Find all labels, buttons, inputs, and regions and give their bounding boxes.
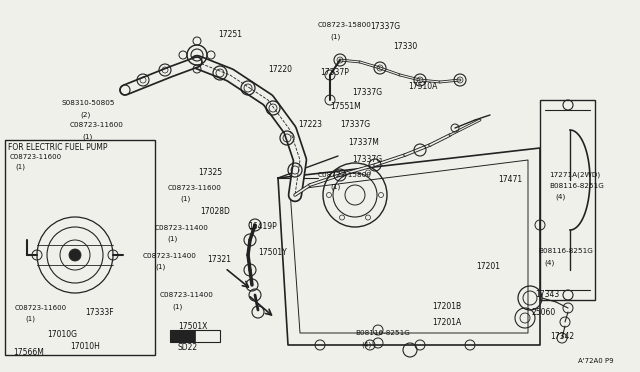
Text: S08310-50805: S08310-50805 xyxy=(62,100,115,106)
Text: (1): (1) xyxy=(15,164,25,170)
Text: 17201B: 17201B xyxy=(432,302,461,311)
Text: (1): (1) xyxy=(167,236,177,243)
Text: (1): (1) xyxy=(330,183,340,189)
Text: 17551M: 17551M xyxy=(330,102,361,111)
Bar xyxy=(170,330,195,342)
Text: 17223: 17223 xyxy=(298,120,322,129)
Text: (1): (1) xyxy=(155,264,165,270)
Text: C08723-15800: C08723-15800 xyxy=(318,172,372,178)
Bar xyxy=(5,140,155,355)
Text: 17337G: 17337G xyxy=(370,22,400,31)
Text: 17321: 17321 xyxy=(207,255,231,264)
Circle shape xyxy=(69,249,81,261)
Text: 17010H: 17010H xyxy=(70,342,100,351)
Text: C08723-11600: C08723-11600 xyxy=(15,305,67,311)
Text: C08723-11600: C08723-11600 xyxy=(70,122,124,128)
Text: 17337G: 17337G xyxy=(352,155,382,164)
Bar xyxy=(540,100,595,300)
Text: 17566M: 17566M xyxy=(13,348,44,357)
Text: 17501Y: 17501Y xyxy=(258,248,287,257)
Text: 17271A(2WD): 17271A(2WD) xyxy=(549,172,600,179)
Text: B08116-8251G: B08116-8251G xyxy=(538,248,593,254)
Text: C08723-11400: C08723-11400 xyxy=(143,253,197,259)
Text: 17201A: 17201A xyxy=(432,318,461,327)
Text: B08116-8251G: B08116-8251G xyxy=(355,330,410,336)
Text: B08116-8251G: B08116-8251G xyxy=(549,183,604,189)
Text: C08723-11600: C08723-11600 xyxy=(168,185,222,191)
Text: 17337M: 17337M xyxy=(348,138,379,147)
Text: 17330: 17330 xyxy=(393,42,417,51)
Bar xyxy=(170,330,220,342)
Text: 17028D: 17028D xyxy=(200,207,230,216)
Text: 25060: 25060 xyxy=(532,308,556,317)
Text: 17337G: 17337G xyxy=(352,88,382,97)
Text: C08723-11400: C08723-11400 xyxy=(160,292,214,298)
Text: (1): (1) xyxy=(180,196,190,202)
Text: C08723-11600: C08723-11600 xyxy=(10,154,62,160)
Text: 17343: 17343 xyxy=(535,290,559,299)
Text: (4): (4) xyxy=(555,194,565,201)
Text: (1): (1) xyxy=(172,303,182,310)
Text: (1): (1) xyxy=(82,133,92,140)
Text: (4): (4) xyxy=(361,341,371,347)
Text: 17010G: 17010G xyxy=(47,330,77,339)
Text: A'72A0 P9: A'72A0 P9 xyxy=(578,358,614,364)
Text: SD22: SD22 xyxy=(178,343,198,352)
Text: 16419P: 16419P xyxy=(248,222,276,231)
Text: 17510A: 17510A xyxy=(408,82,437,91)
Text: FOR ELECTRIC FUEL PUMP: FOR ELECTRIC FUEL PUMP xyxy=(8,143,108,152)
Text: C08723-15800: C08723-15800 xyxy=(318,22,372,28)
Text: 17342: 17342 xyxy=(550,332,574,341)
Text: 17471: 17471 xyxy=(498,175,522,184)
Text: 17251: 17251 xyxy=(218,30,242,39)
Text: 17501X: 17501X xyxy=(178,322,207,331)
Text: 17220: 17220 xyxy=(268,65,292,74)
Text: (4): (4) xyxy=(544,259,554,266)
Text: 17337P: 17337P xyxy=(320,68,349,77)
Text: C08723-11400: C08723-11400 xyxy=(155,225,209,231)
Text: (1): (1) xyxy=(330,33,340,39)
Text: 17333F: 17333F xyxy=(85,308,114,317)
Text: 17201: 17201 xyxy=(476,262,500,271)
Text: (2): (2) xyxy=(80,111,90,118)
Text: (1): (1) xyxy=(25,316,35,323)
Text: 17325: 17325 xyxy=(198,168,222,177)
Text: 17337G: 17337G xyxy=(340,120,370,129)
